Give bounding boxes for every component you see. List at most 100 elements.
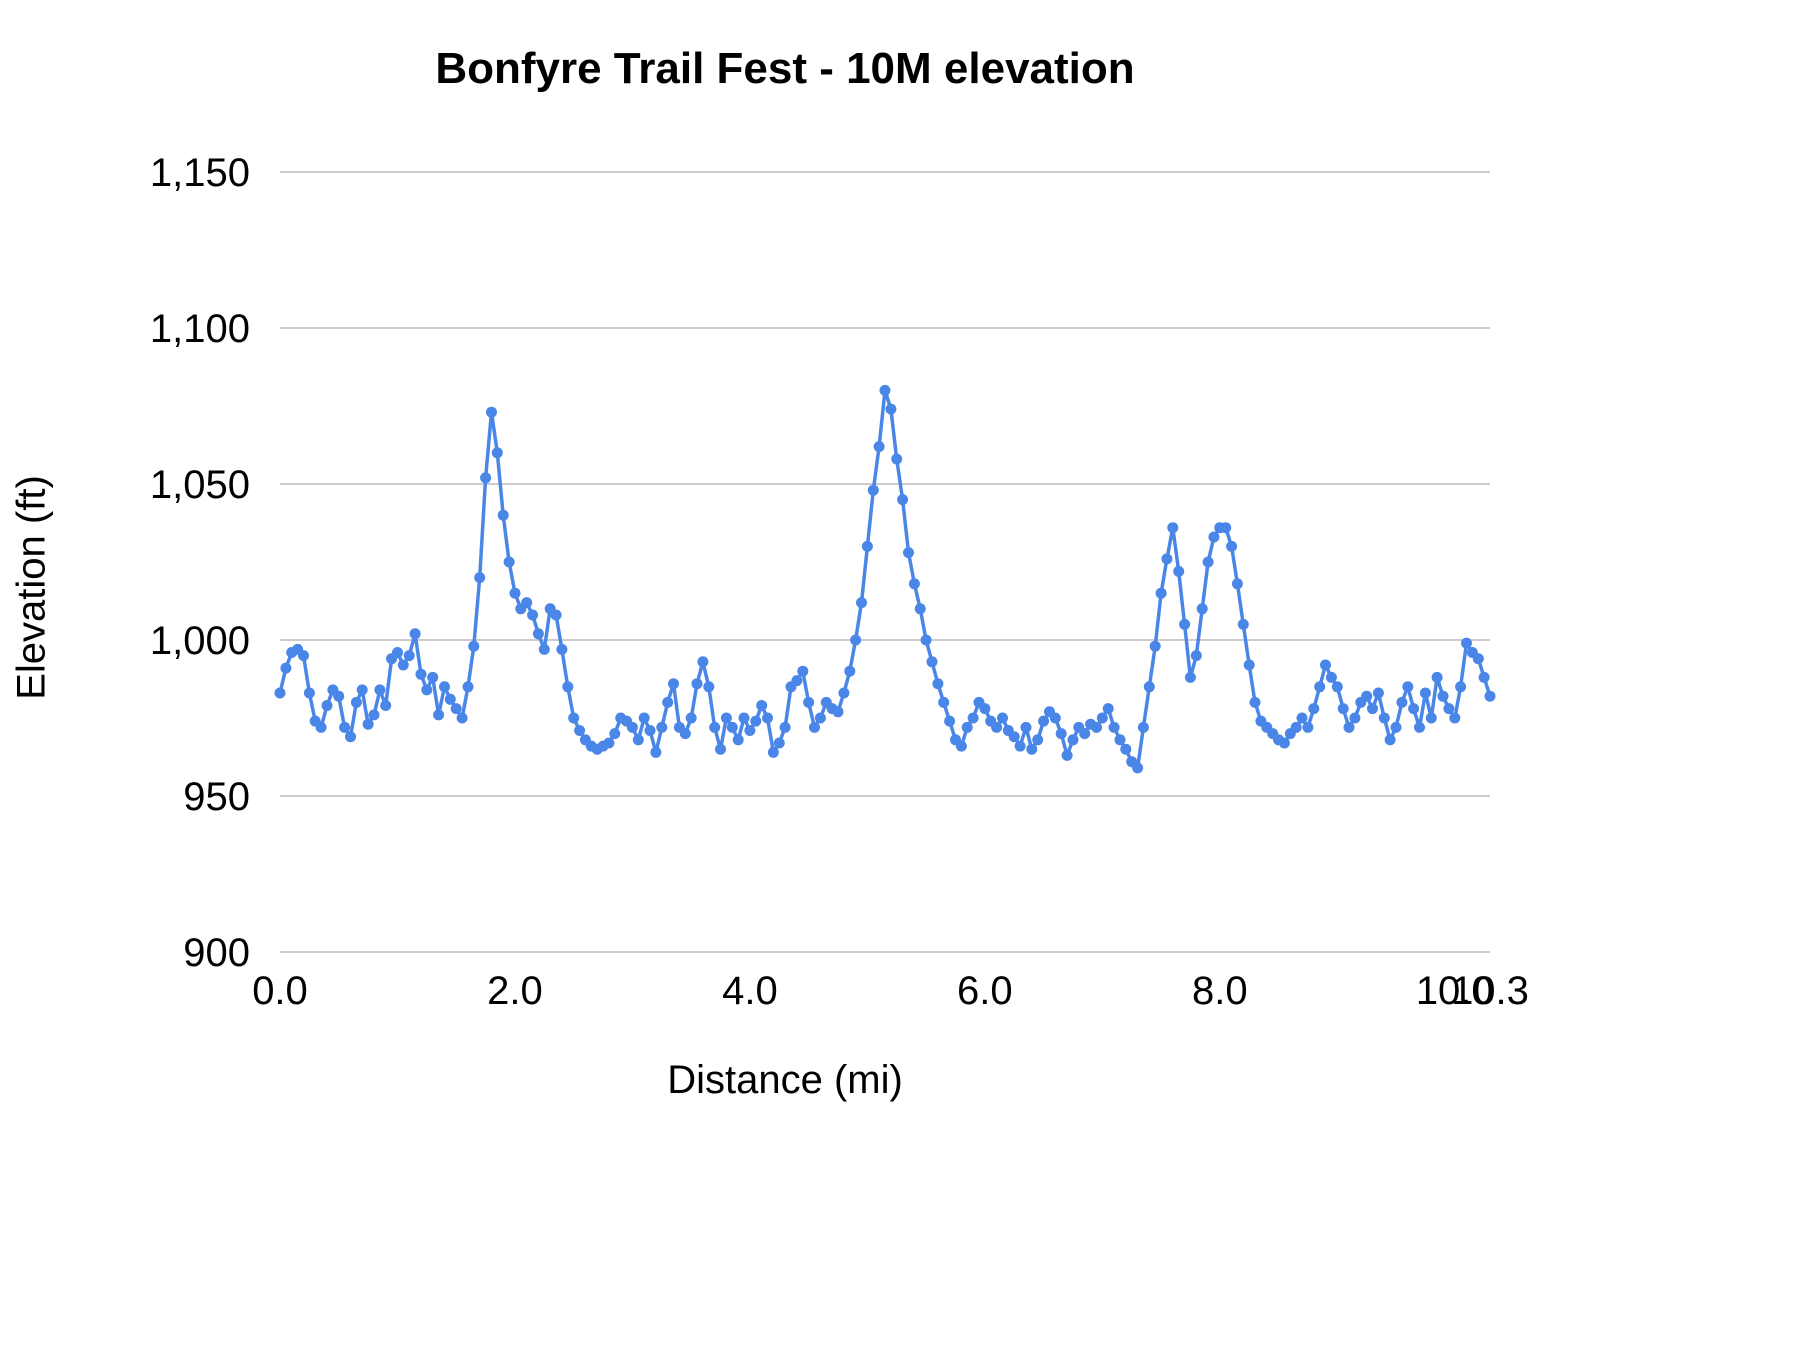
data-point-marker (797, 665, 809, 677)
data-point-marker (298, 650, 309, 662)
data-point-marker (439, 681, 450, 693)
data-point-marker (280, 662, 292, 674)
data-point-marker (1149, 640, 1161, 652)
data-point-marker (844, 665, 856, 677)
data-point-marker (891, 453, 903, 465)
data-point-marker (732, 734, 744, 746)
data-point-marker (726, 721, 738, 733)
data-point-marker (350, 696, 362, 708)
data-point-marker (333, 690, 345, 702)
data-point-marker (1155, 587, 1167, 599)
data-point-marker (1014, 740, 1026, 752)
data-point-marker (1102, 703, 1114, 715)
data-point-marker (803, 696, 815, 708)
y-tick-label: 1,100 (150, 307, 250, 351)
data-point-marker (1455, 681, 1467, 693)
data-point-marker (1408, 703, 1420, 715)
data-point-marker (1290, 721, 1302, 733)
data-point-marker (744, 725, 756, 736)
data-point-marker (1249, 696, 1261, 708)
data-point-marker (339, 721, 351, 733)
data-point-marker (1390, 721, 1402, 733)
data-point-marker (1208, 531, 1220, 543)
data-point-marker (1020, 721, 1032, 733)
data-point-marker (662, 696, 674, 708)
data-point-marker (433, 709, 445, 721)
data-point-marker (650, 746, 662, 758)
data-point-marker (638, 712, 650, 724)
data-point-marker (767, 746, 779, 758)
data-point-marker (644, 725, 656, 736)
data-point-marker (1032, 734, 1044, 746)
x-axis-title: Distance (mi) (667, 1058, 903, 1102)
data-point-marker (838, 687, 850, 699)
data-point-marker (1449, 712, 1461, 724)
data-point-marker (456, 712, 468, 724)
data-point-marker (345, 731, 356, 743)
data-point-marker (1367, 703, 1378, 715)
data-point-marker (1096, 712, 1108, 724)
data-point-marker (791, 675, 803, 687)
data-point-marker (1243, 659, 1255, 671)
data-point-marker (1361, 690, 1373, 702)
data-point-marker (961, 721, 973, 733)
data-point-marker (274, 687, 286, 699)
data-point-marker (556, 643, 568, 655)
data-point-marker (532, 628, 544, 640)
data-point-marker (1220, 522, 1232, 534)
data-point-marker (1173, 565, 1185, 577)
data-point-marker (1120, 743, 1132, 755)
data-point-marker (491, 447, 503, 459)
data-point-marker (409, 628, 421, 640)
data-point-marker (850, 634, 862, 646)
data-point-marker (403, 650, 415, 662)
data-point-marker (509, 587, 521, 599)
data-point-marker (521, 597, 533, 609)
x-tick-label: 8.0 (1192, 969, 1248, 1013)
data-point-marker (1184, 671, 1196, 683)
data-point-marker (1443, 703, 1455, 715)
data-point-marker (538, 643, 550, 655)
data-point-marker (1296, 712, 1308, 724)
data-point-marker (1190, 650, 1202, 662)
data-point-marker (550, 609, 562, 621)
data-point-marker (1461, 637, 1472, 649)
y-tick-label: 1,050 (150, 463, 250, 507)
data-point-marker (368, 709, 380, 721)
x-tick-label: 6.0 (957, 969, 1013, 1013)
data-point-marker (679, 728, 691, 740)
data-point-marker (908, 578, 920, 590)
data-point-marker (1179, 618, 1191, 630)
data-point-marker (685, 712, 697, 724)
data-point-marker (574, 725, 586, 736)
data-point-marker (1143, 681, 1155, 693)
data-point-marker (1419, 687, 1431, 699)
data-point-marker (1472, 653, 1484, 665)
data-point-marker (1484, 690, 1496, 702)
x-tick-label: 0.0 (252, 969, 308, 1013)
data-point-marker (1396, 696, 1408, 708)
data-point-marker (1331, 681, 1343, 693)
data-point-marker (1008, 731, 1020, 743)
data-point-marker (814, 712, 826, 724)
data-point-marker (879, 384, 891, 396)
data-point-marker (632, 734, 644, 746)
data-point-marker (691, 678, 703, 690)
data-point-marker (1372, 687, 1384, 699)
y-tick-label: 1,000 (150, 619, 250, 663)
data-point-marker (809, 721, 820, 733)
data-point-marker (750, 715, 762, 727)
data-point-marker (932, 678, 944, 690)
elevation-series-line (278, 388, 1492, 770)
data-point-marker (997, 712, 1008, 724)
data-point-marker (1343, 721, 1355, 733)
data-point-marker (967, 712, 979, 724)
data-point-marker (762, 712, 773, 724)
data-point-marker (703, 681, 715, 693)
data-point-marker (1314, 681, 1326, 693)
data-point-marker (626, 721, 638, 733)
data-point-marker (955, 740, 967, 752)
data-point-marker (1079, 728, 1091, 740)
data-point-marker (321, 700, 333, 711)
